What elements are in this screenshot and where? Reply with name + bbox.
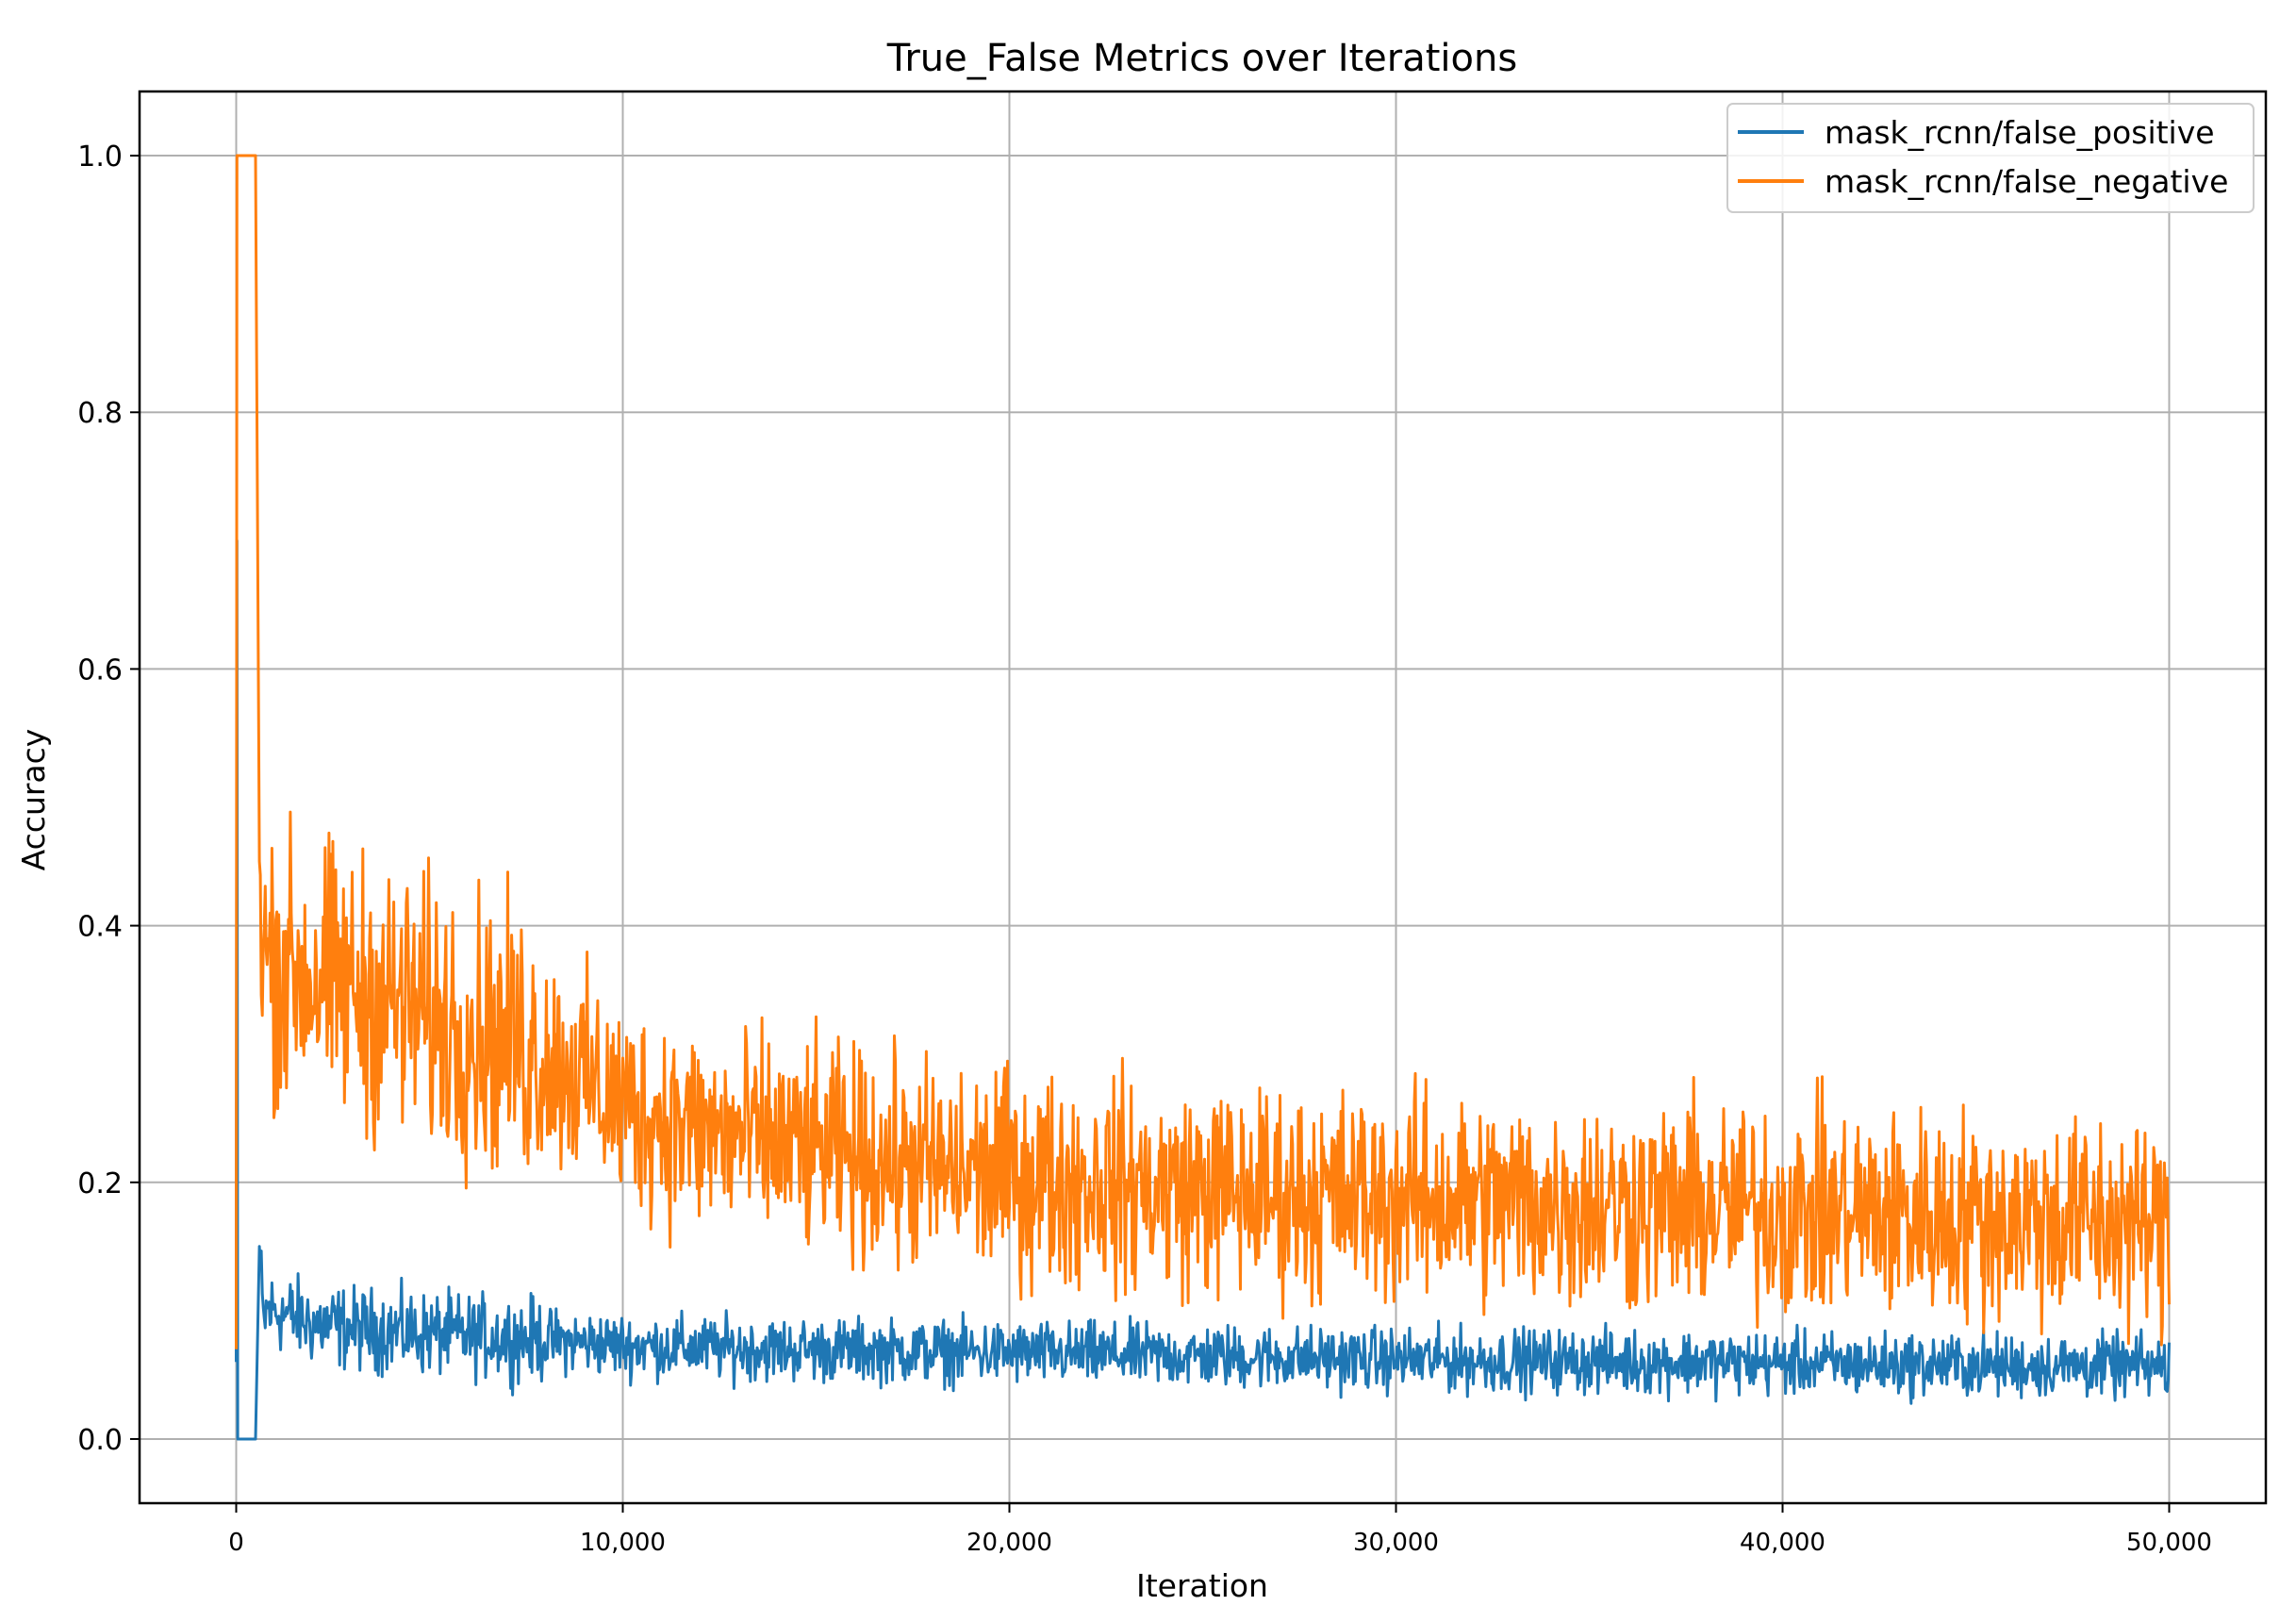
x-tick-label: 10,000	[580, 1529, 666, 1557]
legend: mask_rcnn/false_positive mask_rcnn/false…	[1726, 103, 2255, 213]
series-line-false-positive	[235, 538, 2171, 1441]
x-tick-label: 30,000	[1353, 1529, 1439, 1557]
y-tick-label: 0.0	[77, 1424, 123, 1457]
y-tick-label: 0.4	[77, 911, 123, 944]
x-axis-title: Iteration	[1136, 1567, 1268, 1604]
y-axis-title: Accuracy	[15, 729, 52, 871]
series-layer	[235, 154, 2171, 1441]
legend-box	[1726, 103, 2255, 213]
y-tick-label: 0.8	[77, 397, 123, 430]
x-tick-label: 0	[228, 1529, 244, 1557]
legend-label-false-negative: mask_rcnn/false_negative	[1825, 163, 2228, 200]
x-tick-label: 20,000	[966, 1529, 1052, 1557]
y-tick-label: 0.6	[77, 654, 123, 687]
legend-label-false-positive: mask_rcnn/false_positive	[1825, 114, 2215, 151]
y-tick-label: 1.0	[77, 141, 123, 174]
y-tick-label: 0.2	[77, 1167, 123, 1200]
plot-frame	[138, 90, 2268, 1505]
series-line-false-negative	[235, 154, 2171, 1349]
ticks-layer: 0 10,000 20,000 30,000 40,000 50,000 0.0 0.2 0.4…	[77, 141, 2212, 1557]
x-tick-label: 50,000	[2126, 1529, 2212, 1557]
chart-title: True_False Metrics over Iterations	[886, 37, 1517, 80]
grid-layer	[140, 91, 2266, 1503]
x-tick-label: 40,000	[1740, 1529, 1825, 1557]
